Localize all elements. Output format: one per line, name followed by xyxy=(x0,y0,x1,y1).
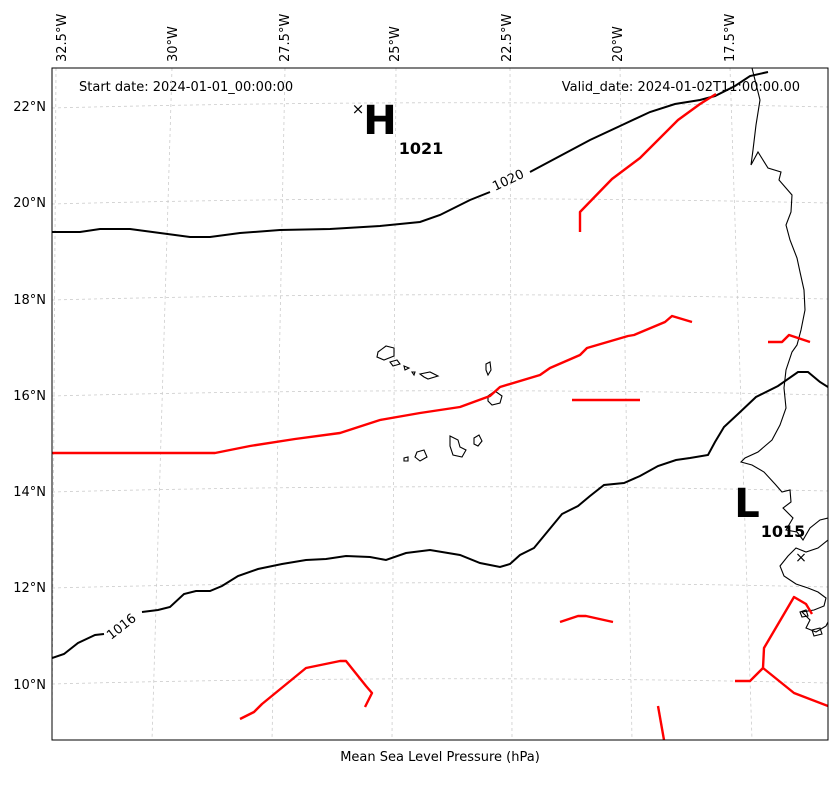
lon-label-27-5w: 27.5°W xyxy=(278,14,293,62)
map-frame xyxy=(51,67,829,741)
west-africa-coast xyxy=(739,68,828,541)
isobar-label-1020: 1020 xyxy=(490,167,526,195)
lat-label-16n: 16°N xyxy=(13,389,46,404)
island-sal xyxy=(485,361,492,377)
map-caption: Mean Sea Level Pressure (hPa) xyxy=(340,750,540,765)
low-value: 1015 xyxy=(761,522,806,541)
lat-label-22n: 22°N xyxy=(13,100,46,115)
parallel-22n xyxy=(51,102,829,109)
high-pressure-center: × H 1021 xyxy=(352,98,444,158)
low-center-marker: × xyxy=(795,550,807,566)
meridian-20w xyxy=(619,67,633,741)
lat-label-14n: 14°N xyxy=(13,485,46,500)
high-value: 1021 xyxy=(399,139,444,158)
meridian-27-5w xyxy=(271,67,286,741)
lon-labels: 32.5°W 30°W 27.5°W 25°W 22.5°W 20°W 17.5… xyxy=(55,14,738,62)
meridian-25w xyxy=(391,67,397,741)
high-letter: H xyxy=(363,98,396,144)
island-santo-antao xyxy=(376,345,395,361)
low-letter: L xyxy=(734,481,760,527)
valid-date-label: Valid_date: 2024-01-02T11:00:00.00 xyxy=(562,80,800,95)
lon-label-32-5w: 32.5°W xyxy=(55,14,70,62)
meridian-30w xyxy=(151,67,173,741)
parallel-16n xyxy=(51,390,829,397)
island-santa-luzia xyxy=(403,365,416,377)
parallel-14n xyxy=(51,486,829,493)
front-line-east-short xyxy=(768,333,811,344)
lat-label-20n: 20°N xyxy=(13,196,46,211)
front-line-south-small xyxy=(559,614,614,624)
isobar-label-1016: 1016 xyxy=(104,611,139,643)
island-brava xyxy=(403,456,409,462)
coastlines xyxy=(376,68,828,637)
lat-label-12n: 12°N xyxy=(13,581,46,596)
lon-label-20w: 20°W xyxy=(611,26,626,62)
lat-label-10n: 10°N xyxy=(13,678,46,693)
lon-label-22-5w: 22.5°W xyxy=(500,14,515,62)
isobar-1020 xyxy=(52,71,769,238)
front-line-north xyxy=(578,92,717,232)
front-line-south-west xyxy=(239,659,374,721)
lon-label-17-5w: 17.5°W xyxy=(723,14,738,62)
island-sao-nicolau xyxy=(418,371,440,380)
meridian-17-5w xyxy=(729,67,753,741)
parallel-18n xyxy=(51,294,829,301)
parallel-20n xyxy=(51,198,829,205)
island-sao-vicente xyxy=(389,359,401,367)
fronts xyxy=(52,92,828,740)
parallel-12n xyxy=(51,582,829,589)
meridian-22-5w xyxy=(509,67,513,741)
graticule xyxy=(51,67,829,741)
guinea-coast xyxy=(779,539,828,633)
low-pressure-center: × L 1015 xyxy=(734,481,807,566)
front-line-central xyxy=(52,314,693,455)
isobars xyxy=(52,71,828,659)
high-center-marker: × xyxy=(352,100,365,118)
bijagos-islands xyxy=(799,609,823,637)
lat-label-18n: 18°N xyxy=(13,293,46,308)
lon-label-30w: 30°W xyxy=(166,26,181,62)
start-date-label: Start date: 2024-01-01_00:00:00 xyxy=(79,80,293,95)
lon-label-25w: 25°W xyxy=(388,26,403,62)
parallel-10n xyxy=(51,678,829,685)
island-maio xyxy=(473,434,483,447)
front-line-south-east xyxy=(656,705,666,740)
meridian-32-5w xyxy=(51,67,57,741)
island-santiago xyxy=(449,435,467,458)
lat-labels: 22°N 20°N 18°N 16°N 14°N 12°N 10°N xyxy=(13,100,46,693)
front-line-far-south-east xyxy=(735,595,828,708)
isobar-1016 xyxy=(52,371,828,659)
island-fogo xyxy=(414,449,428,462)
